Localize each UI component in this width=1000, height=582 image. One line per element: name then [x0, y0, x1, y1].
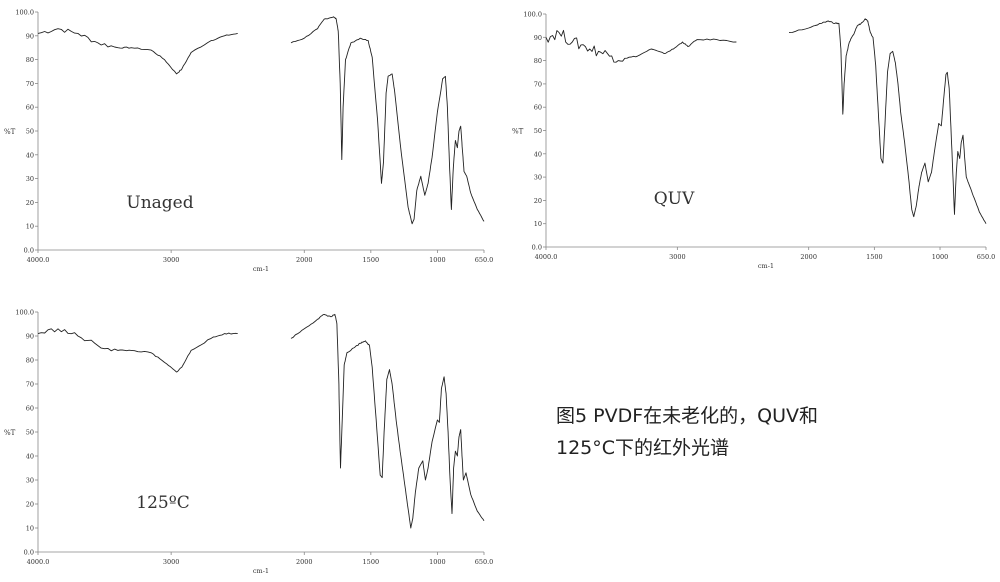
x-tick-label: 4000.0	[27, 558, 50, 566]
y-tick-label: 10	[26, 525, 34, 533]
y-tick-label: 80	[534, 57, 542, 65]
x-tick-label: 2000	[296, 256, 313, 264]
caption-line-2: 125°C下的红外光谱	[556, 437, 730, 459]
x-tick-label: 650.0	[475, 558, 494, 566]
spectrum-panel-125c: 0.0 10 20 30 40 50 60 70 80 90 100.0 4000.0 3000 2000…	[4, 309, 494, 576]
y-tick-label: 80	[26, 56, 34, 64]
y-tick-label: 50	[534, 127, 542, 135]
spectrum-line	[37, 328, 238, 373]
y-tick-label: 100.0	[15, 309, 34, 317]
x-tick-label: 1000	[429, 256, 446, 264]
x-tick-label: 1500	[866, 253, 883, 261]
x-axis-label: cm-1	[758, 262, 774, 270]
y-tick-label: 90	[534, 34, 542, 42]
y-tick-label: 30	[26, 477, 34, 485]
y-tick-label: 30	[534, 174, 542, 182]
y-tick-label: 40	[26, 453, 34, 461]
sample-label: Unaged	[126, 193, 193, 213]
y-tick-label: 70	[534, 80, 542, 88]
y-axis-label: %T	[4, 128, 16, 136]
x-tick-label: 2000	[296, 558, 313, 566]
x-tick-label: 2000	[800, 253, 817, 261]
spectrum-line	[290, 313, 485, 529]
y-tick-label: 60	[26, 405, 34, 413]
x-axis-label: cm-1	[253, 265, 269, 273]
x-tick-label: 650.0	[475, 256, 494, 264]
x-tick-label: 4000.0	[535, 253, 558, 261]
y-tick-label: 20	[534, 197, 542, 205]
spectrum-panel-quv: 0.0 10 20 30 40 50 60 70 80 90 100.0 4000.0 3000 2000…	[512, 11, 996, 271]
y-tick-label: 10	[26, 223, 34, 231]
spectrum-line	[788, 18, 987, 224]
spectrum-line	[545, 29, 737, 63]
y-tick-label: 20	[26, 501, 34, 509]
y-tick-label: 60	[534, 104, 542, 112]
y-tick-label: 70	[26, 381, 34, 389]
spectrum-line	[290, 16, 485, 225]
x-tick-label: 4000.0	[27, 256, 50, 264]
x-tick-label: 1000	[429, 558, 446, 566]
y-tick-label: 20	[26, 199, 34, 207]
sample-label: 125ºC	[136, 493, 189, 513]
y-tick-label: 80	[26, 357, 34, 365]
x-tick-label: 3000	[163, 256, 180, 264]
spectrum-panel-unaged: 0.0 10 20 30 40 50 60 70 80 90 100.0 4000.0 3000 2000…	[4, 9, 494, 274]
y-tick-label: 50	[26, 429, 34, 437]
y-tick-label: 0.0	[532, 244, 542, 252]
y-tick-label: 90	[26, 32, 34, 40]
x-tick-label: 1000	[932, 253, 949, 261]
spectrum-line	[37, 28, 238, 75]
figure-caption: 图5 PVDF在未老化的，QUV和 125°C下的红外光谱	[556, 400, 856, 464]
y-tick-label: 0.0	[24, 247, 34, 255]
sample-label: QUV	[654, 189, 695, 209]
y-tick-label: 0.0	[24, 549, 34, 557]
y-tick-label: 40	[534, 150, 542, 158]
x-axis-label: cm-1	[253, 567, 269, 575]
x-tick-label: 3000	[163, 558, 180, 566]
y-tick-label: 30	[26, 175, 34, 183]
y-tick-label: 100.0	[15, 9, 34, 17]
y-axis-label: %T	[4, 429, 16, 437]
y-tick-label: 50	[26, 128, 34, 136]
x-tick-label: 650.0	[977, 253, 996, 261]
y-tick-label: 60	[26, 104, 34, 112]
y-tick-label: 90	[26, 333, 34, 341]
caption-line-1: 图5 PVDF在未老化的，QUV和	[556, 405, 819, 427]
y-axis-label: %T	[512, 128, 524, 136]
x-tick-label: 1500	[363, 256, 380, 264]
x-tick-label: 3000	[669, 253, 686, 261]
y-tick-label: 10	[534, 220, 542, 228]
y-tick-label: 70	[26, 80, 34, 88]
x-tick-label: 1500	[363, 558, 380, 566]
y-tick-label: 100.0	[523, 11, 542, 19]
y-tick-label: 40	[26, 151, 34, 159]
